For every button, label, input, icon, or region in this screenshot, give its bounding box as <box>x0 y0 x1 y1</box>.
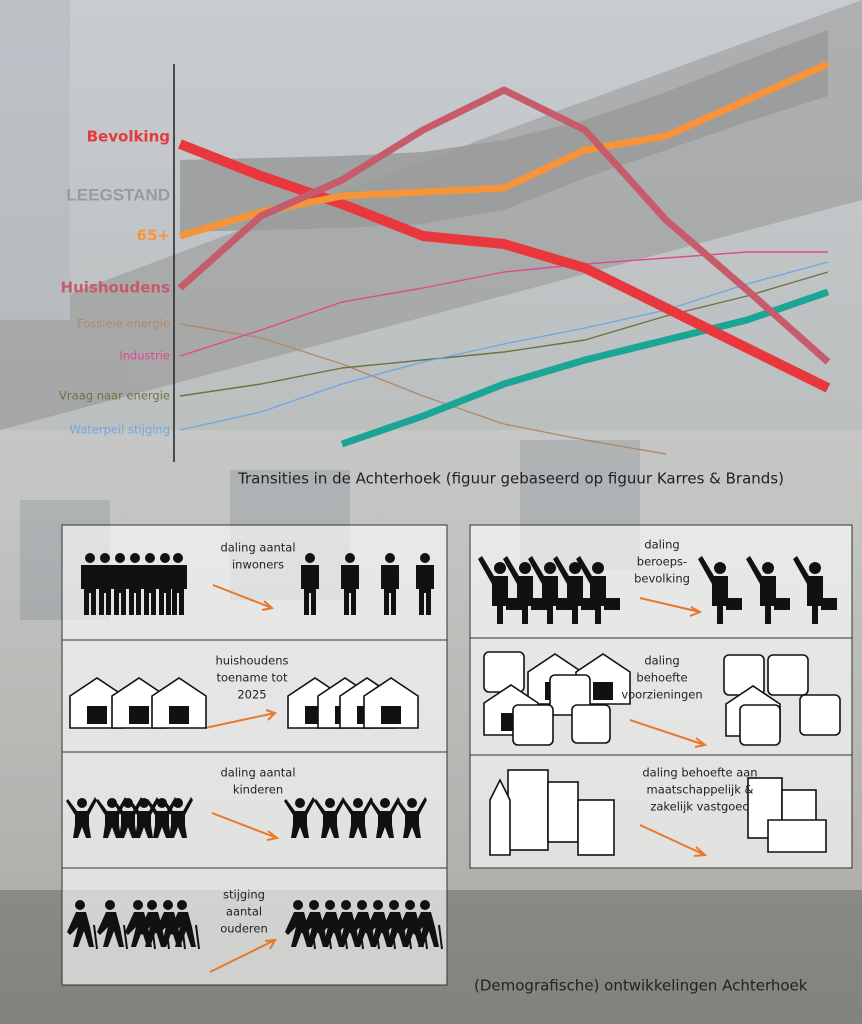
icon <box>592 562 604 574</box>
panel-text: kinderen <box>233 783 283 797</box>
panel-text: maatschappelijk & <box>647 783 754 797</box>
panel-text: daling behoefte aan <box>642 766 757 780</box>
icon <box>357 900 367 910</box>
icon <box>484 652 524 692</box>
panel-text: 2025 <box>237 688 266 702</box>
series-label: Fossiele energie <box>77 317 170 331</box>
icon <box>726 598 742 610</box>
band-label: LEEGSTAND <box>66 185 170 204</box>
icon <box>762 562 774 574</box>
series-label: Huishoudens <box>61 279 171 297</box>
icon <box>809 562 821 574</box>
panel-text: aantal <box>226 905 262 919</box>
icon <box>293 900 303 910</box>
series-label: Waterpeil stijging <box>70 423 170 437</box>
panel-text: behoefte <box>636 671 687 685</box>
icon <box>740 705 780 745</box>
icon <box>593 682 613 700</box>
panel-text: stijging <box>223 888 265 902</box>
icon <box>345 553 355 563</box>
panel-text: huishoudens <box>215 654 288 668</box>
icon <box>129 706 149 724</box>
icon <box>604 598 620 610</box>
icon <box>494 562 506 574</box>
icon <box>714 562 726 574</box>
panel-text: ouderen <box>220 922 268 936</box>
icon <box>160 553 170 563</box>
panel-text: voorzieningen <box>621 688 702 702</box>
icon <box>100 553 110 563</box>
icon <box>325 900 335 910</box>
panel-text: daling aantal <box>220 541 295 555</box>
series-label: Bevolking <box>87 128 170 146</box>
icon <box>572 705 610 743</box>
series-label: 65+ <box>137 227 170 245</box>
icon <box>77 798 87 808</box>
icon <box>420 900 430 910</box>
icon <box>87 706 107 724</box>
icon <box>163 900 173 910</box>
panel-text: zakelijk vastgoed <box>650 800 749 814</box>
page: Transities in de Achterhoek (figuur geba… <box>0 0 862 1024</box>
panel-text: bevolking <box>634 572 690 586</box>
icon <box>768 655 808 695</box>
icon <box>389 900 399 910</box>
series-label: Vraag naar energie <box>59 389 170 403</box>
icon <box>341 900 351 910</box>
icon <box>381 706 401 724</box>
icon <box>305 553 315 563</box>
icon <box>105 900 115 910</box>
icon <box>309 900 319 910</box>
icon <box>169 706 189 724</box>
icon <box>768 820 826 852</box>
icon <box>295 798 305 808</box>
icon <box>85 553 95 563</box>
icon <box>385 553 395 563</box>
icon <box>821 598 837 610</box>
icon <box>115 553 125 563</box>
icon <box>133 900 143 910</box>
icon <box>548 782 578 842</box>
icon <box>513 705 553 745</box>
icon <box>325 798 335 808</box>
icon <box>508 770 548 850</box>
icon <box>173 553 183 563</box>
icon <box>145 553 155 563</box>
icon <box>373 900 383 910</box>
icon <box>130 553 140 563</box>
icon <box>578 800 614 855</box>
panel-text: daling <box>644 538 679 552</box>
series-label: Industrie <box>119 349 170 363</box>
icon <box>173 798 183 808</box>
icon <box>147 900 157 910</box>
panel-text: daling <box>644 654 679 668</box>
icon <box>774 598 790 610</box>
icon <box>407 798 417 808</box>
icon <box>405 900 415 910</box>
icon <box>519 562 531 574</box>
icon <box>544 562 556 574</box>
icon <box>380 798 390 808</box>
panel-text: daling aantal <box>220 766 295 780</box>
icon <box>420 553 430 563</box>
icon <box>800 695 840 735</box>
icon <box>75 900 85 910</box>
chart-caption: Transities in de Achterhoek (figuur geba… <box>237 470 784 488</box>
icon <box>353 798 363 808</box>
panel-text: beroeps- <box>637 555 687 569</box>
icon <box>177 900 187 910</box>
panel-text: toename tot <box>217 671 288 685</box>
panels-caption: (Demografische) ontwikkelingen Achterhoe… <box>474 977 808 995</box>
panel-text: inwoners <box>232 558 284 572</box>
